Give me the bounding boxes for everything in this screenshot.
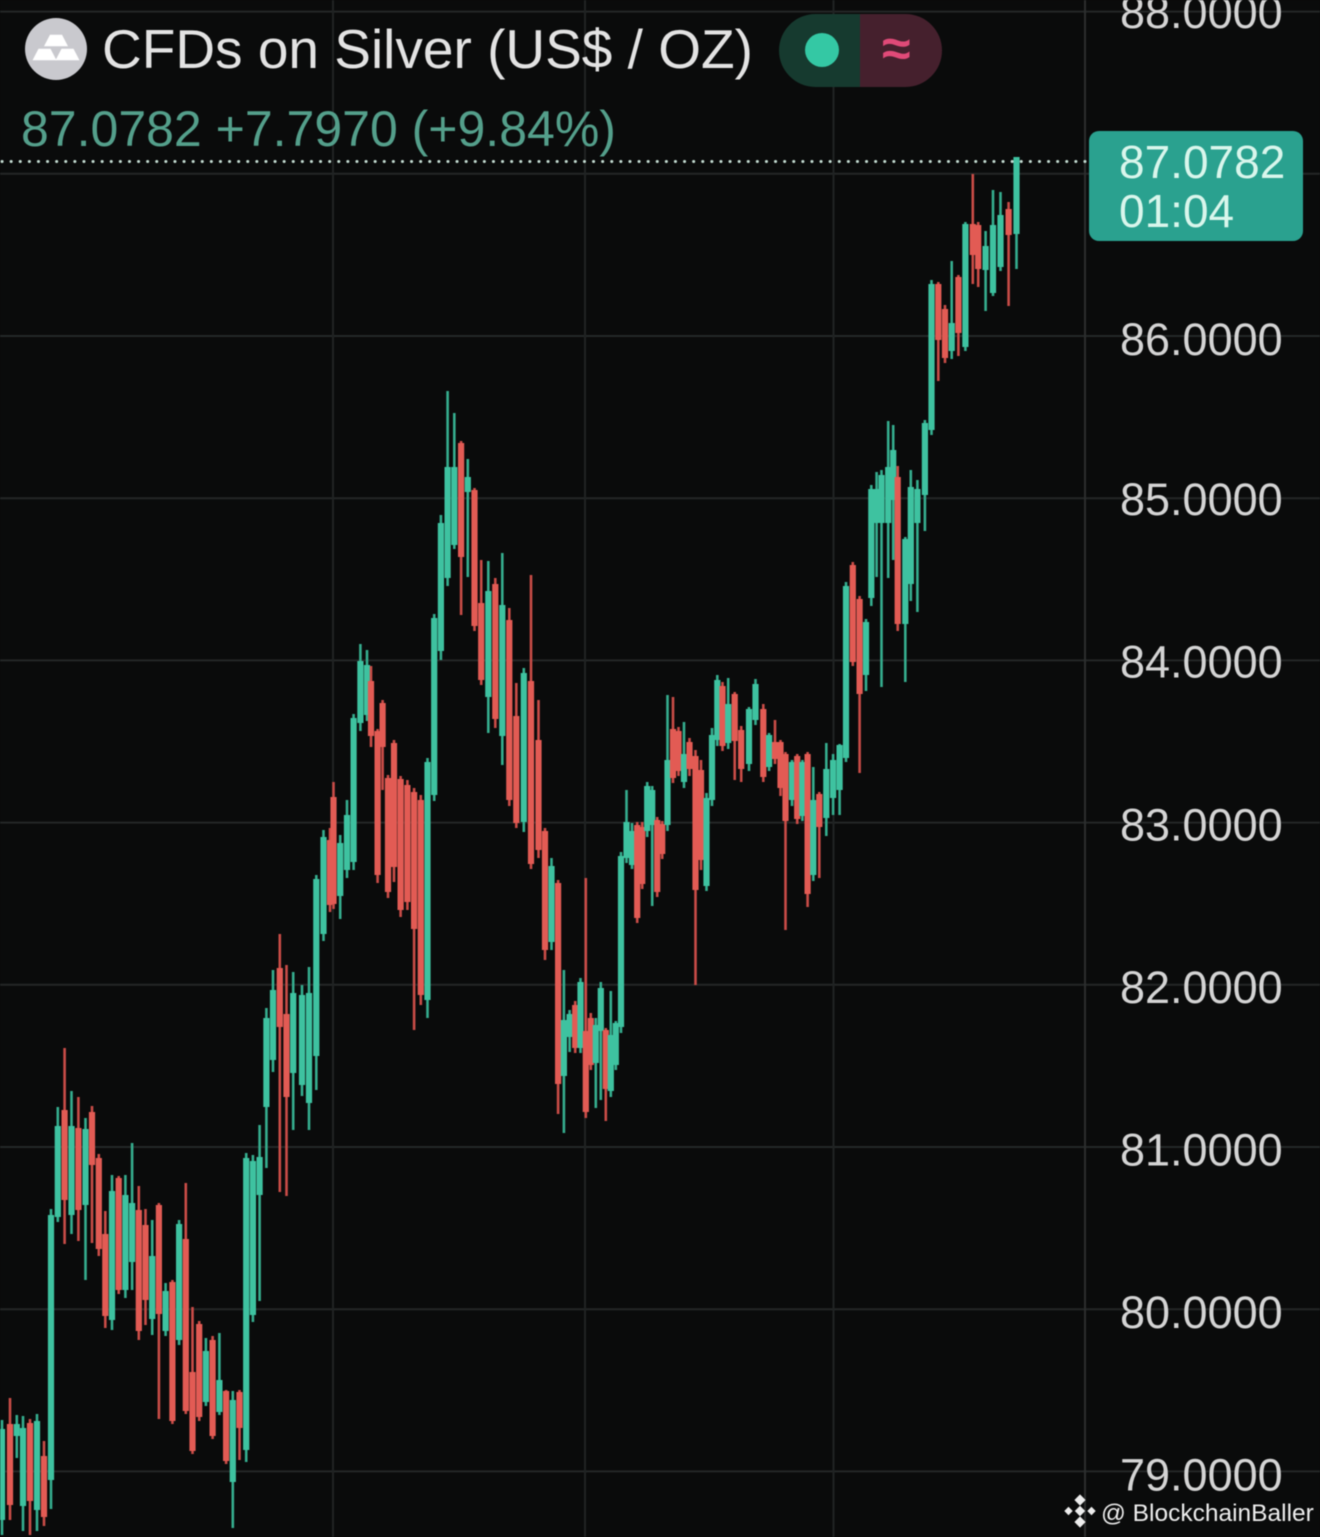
svg-text:87.0782 +7.7970 (+9.84%): 87.0782 +7.7970 (+9.84%): [21, 101, 616, 157]
svg-text:CFDs on Silver (US$ / OZ): CFDs on Silver (US$ / OZ): [102, 18, 753, 80]
svg-text:86.0000: 86.0000: [1120, 314, 1283, 365]
svg-text:83.0000: 83.0000: [1120, 800, 1283, 851]
svg-text:85.0000: 85.0000: [1120, 474, 1283, 525]
svg-text:79.0000: 79.0000: [1120, 1450, 1283, 1501]
svg-text:82.0000: 82.0000: [1120, 962, 1283, 1013]
svg-text:84.0000: 84.0000: [1120, 637, 1283, 688]
svg-text:87.0782: 87.0782: [1119, 136, 1285, 188]
svg-text:≈: ≈: [882, 20, 911, 78]
svg-text:01:04: 01:04: [1119, 185, 1234, 237]
svg-text:80.0000: 80.0000: [1120, 1287, 1283, 1338]
svg-text:@ BlockchainBaller: @ BlockchainBaller: [1101, 1500, 1314, 1527]
svg-text:88.0000: 88.0000: [1120, 0, 1283, 38]
svg-text:81.0000: 81.0000: [1120, 1125, 1283, 1176]
